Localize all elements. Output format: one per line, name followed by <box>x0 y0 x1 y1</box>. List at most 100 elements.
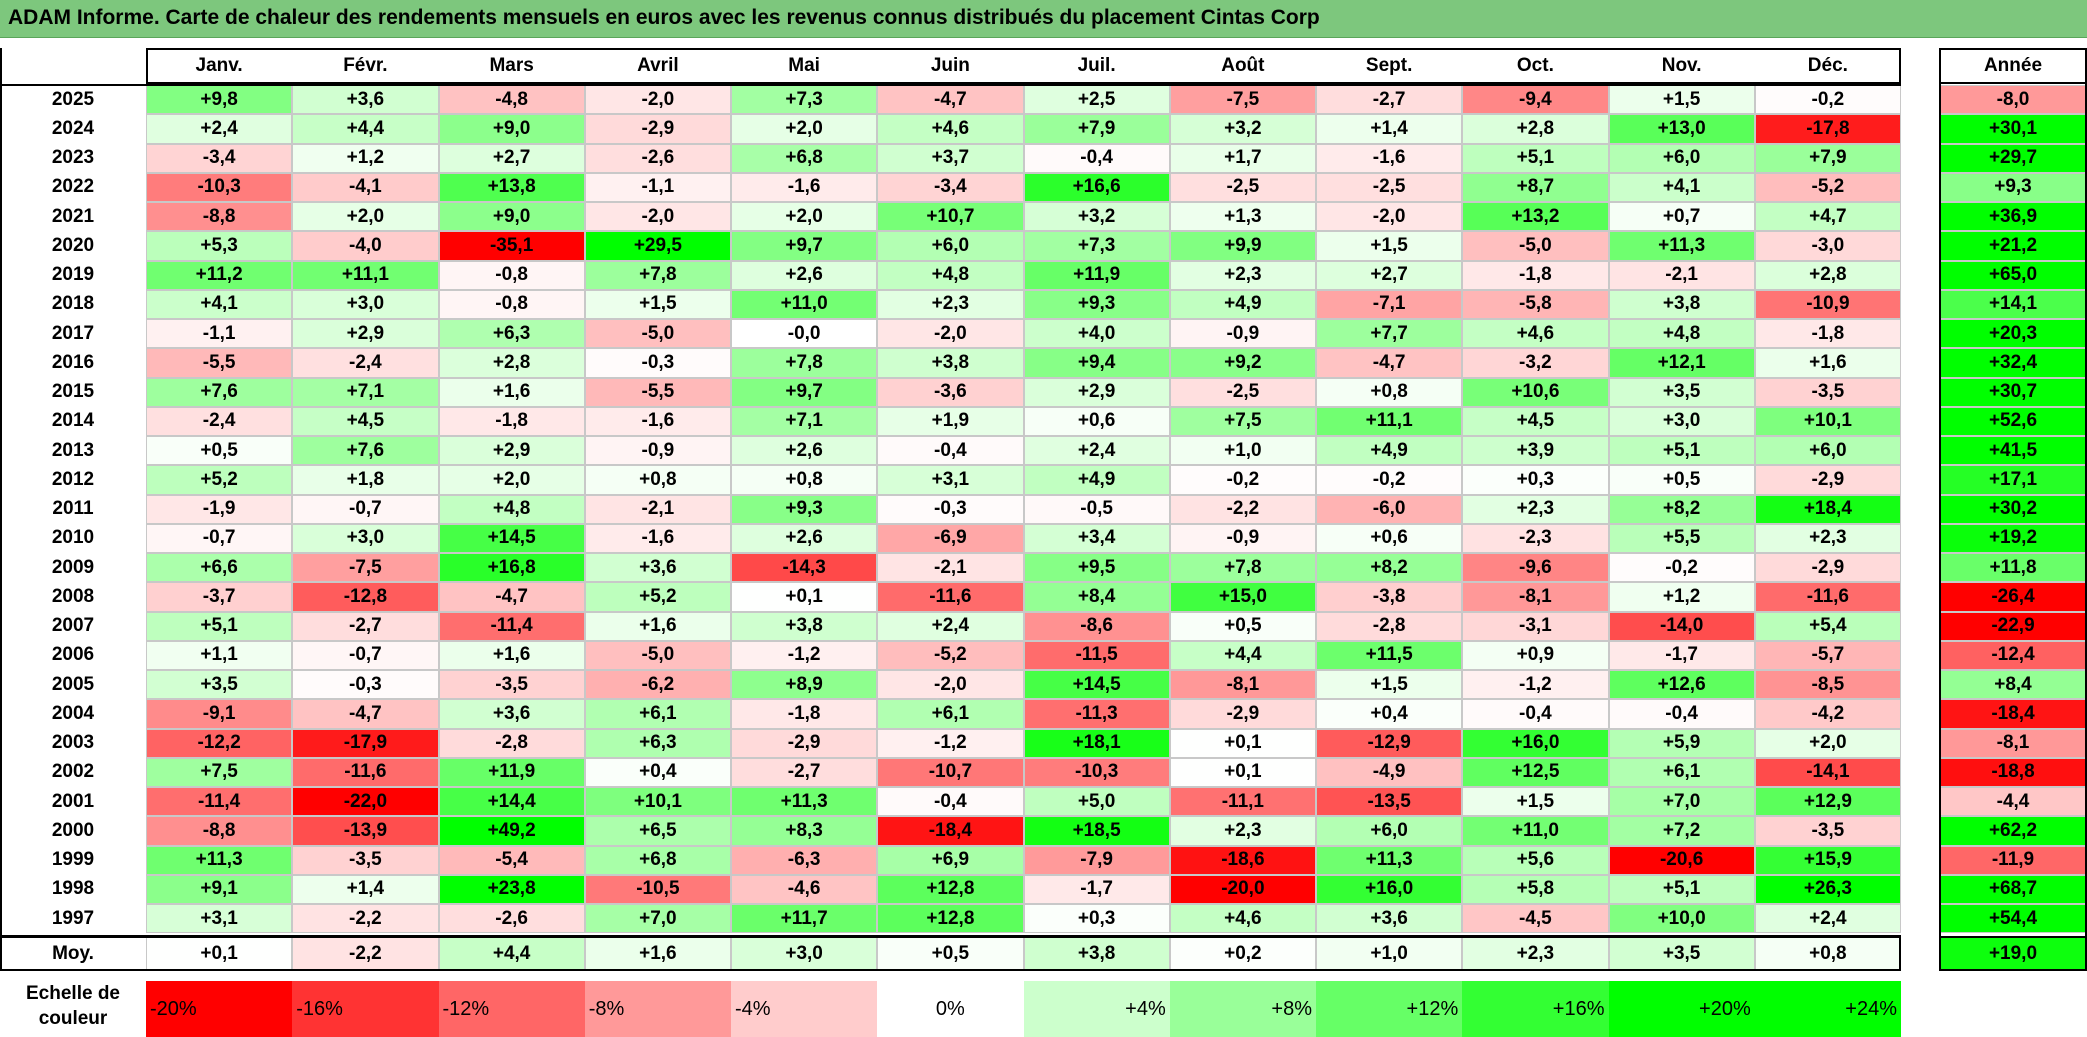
average-cell: +3,0 <box>731 936 878 972</box>
heatmap-cell: +11,1 <box>292 260 439 290</box>
heatmap-cell: +2,3 <box>1169 260 1316 290</box>
heatmap-cell: +0,1 <box>1169 757 1316 787</box>
heatmap-cell: -7,9 <box>1023 845 1170 875</box>
year-label: 2015 <box>0 377 146 407</box>
heatmap-cell: -7,5 <box>292 553 439 583</box>
heatmap-cell: +4,9 <box>1023 465 1170 495</box>
heatmap-cell: -0,3 <box>877 494 1024 524</box>
heatmap-cell: +8,2 <box>1316 553 1463 583</box>
heatmap-cell: -1,8 <box>1754 319 1901 349</box>
heatmap-cell: -12,9 <box>1316 728 1463 758</box>
heatmap-cell: -4,6 <box>731 874 878 904</box>
heatmap-cell: -4,2 <box>1754 699 1901 729</box>
heatmap-cell: +1,4 <box>1316 114 1463 144</box>
average-label: Moy. <box>0 936 146 972</box>
heatmap-cell: -6,3 <box>731 845 878 875</box>
heatmap-cell: +16,6 <box>1023 172 1170 202</box>
heatmap-cell: -1,6 <box>584 523 731 553</box>
heatmap-cell: +1,2 <box>1608 582 1755 612</box>
heatmap-cell: +9,9 <box>1169 231 1316 261</box>
annual-cell: +17,1 <box>1939 465 2087 495</box>
heatmap-cell: +7,1 <box>731 406 878 436</box>
heatmap-cell: -10,3 <box>146 172 293 202</box>
heatmap-cell: +7,0 <box>584 904 731 934</box>
heatmap-cell: +2,7 <box>1316 260 1463 290</box>
heatmap-cell: +2,5 <box>1023 85 1170 115</box>
heatmap-cell: +5,1 <box>1462 143 1609 173</box>
heatmap-cell: +13,8 <box>438 172 585 202</box>
heatmap-cell: -11,4 <box>438 611 585 641</box>
heatmap-cell: -4,7 <box>1316 348 1463 378</box>
heatmap-cell: -9,6 <box>1462 553 1609 583</box>
heatmap-cell: +1,5 <box>1316 231 1463 261</box>
heatmap-cell: +7,5 <box>146 757 293 787</box>
heatmap-cell: -1,6 <box>1316 143 1463 173</box>
heatmap-cell: +4,6 <box>1462 319 1609 349</box>
year-label: 2004 <box>0 699 146 729</box>
legend-step: +4% <box>1023 981 1170 1037</box>
heatmap-cell: -11,6 <box>877 582 1024 612</box>
heatmap-cell: -0,2 <box>1608 553 1755 583</box>
heatmap-cell: +2,7 <box>438 143 585 173</box>
heatmap-cell: +16,8 <box>438 553 585 583</box>
heatmap-cell: -22,0 <box>292 787 439 817</box>
heatmap-cell: +0,6 <box>1316 523 1463 553</box>
year-label: 2024 <box>0 114 146 144</box>
year-label: 2025 <box>0 85 146 115</box>
heatmap-cell: +5,3 <box>146 231 293 261</box>
heatmap-cell: -13,5 <box>1316 787 1463 817</box>
heatmap-cell: -9,4 <box>1462 85 1609 115</box>
heatmap-cell: -2,0 <box>1316 202 1463 232</box>
heatmap-cell: +11,1 <box>1316 406 1463 436</box>
heatmap-cell: -11,6 <box>292 757 439 787</box>
heatmap-cell: +6,8 <box>584 845 731 875</box>
heatmap-cell: +1,8 <box>292 465 439 495</box>
average-cell: +1,6 <box>584 936 731 972</box>
heatmap-cell: +2,6 <box>731 523 878 553</box>
legend-step: 0% <box>877 981 1024 1037</box>
heatmap-cell: +3,0 <box>1608 406 1755 436</box>
heatmap-cell: +1,0 <box>1169 436 1316 466</box>
heatmap-cell: +2,0 <box>1754 728 1901 758</box>
average-annual-cell: +19,0 <box>1939 936 2087 972</box>
heatmap-cell: -2,9 <box>1754 465 1901 495</box>
annual-cell: +11,8 <box>1939 553 2087 583</box>
heatmap-cell: +4,8 <box>877 260 1024 290</box>
heatmap-cell: -4,8 <box>438 85 585 115</box>
heatmap-cell: -8,8 <box>146 202 293 232</box>
heatmap-cell: -0,2 <box>1169 465 1316 495</box>
heatmap-cell: -3,4 <box>877 172 1024 202</box>
heatmap-cell: +8,9 <box>731 670 878 700</box>
annual-cell: +32,4 <box>1939 348 2087 378</box>
heatmap-cell: +5,9 <box>1608 728 1755 758</box>
heatmap-cell: -1,6 <box>731 172 878 202</box>
heatmap-cell: +6,8 <box>731 143 878 173</box>
heatmap-cell: +3,8 <box>1608 289 1755 319</box>
heatmap-cell: +10,1 <box>584 787 731 817</box>
heatmap-cell: +11,5 <box>1316 640 1463 670</box>
heatmap-cell: -0,9 <box>1169 523 1316 553</box>
heatmap-cell: +7,9 <box>1754 143 1901 173</box>
heatmap-cell: -2,7 <box>292 611 439 641</box>
year-label: 2009 <box>0 553 146 583</box>
heatmap-cell: -2,8 <box>438 728 585 758</box>
heatmap-cell: +4,6 <box>877 114 1024 144</box>
heatmap-cell: +0,4 <box>1316 699 1463 729</box>
heatmap-cell: +2,0 <box>292 202 439 232</box>
heatmap-cell: +4,4 <box>292 114 439 144</box>
heatmap-cell: -14,3 <box>731 553 878 583</box>
heatmap-cell: -1,2 <box>877 728 1024 758</box>
heatmap-cell: -0,3 <box>584 348 731 378</box>
heatmap-cell: -4,0 <box>292 231 439 261</box>
year-label: 2001 <box>0 787 146 817</box>
heatmap-cell: -1,8 <box>438 406 585 436</box>
heatmap-cell: +10,0 <box>1608 904 1755 934</box>
legend-step: +12% <box>1316 981 1463 1037</box>
heatmap-cell: -2,4 <box>146 406 293 436</box>
heatmap-cell: -2,6 <box>584 143 731 173</box>
heatmap-cell: -0,2 <box>1316 465 1463 495</box>
average-cell: -2,2 <box>292 936 439 972</box>
heatmap-cell: +0,1 <box>731 582 878 612</box>
heatmap-cell: +9,4 <box>1023 348 1170 378</box>
heatmap-cell: -2,2 <box>1169 494 1316 524</box>
